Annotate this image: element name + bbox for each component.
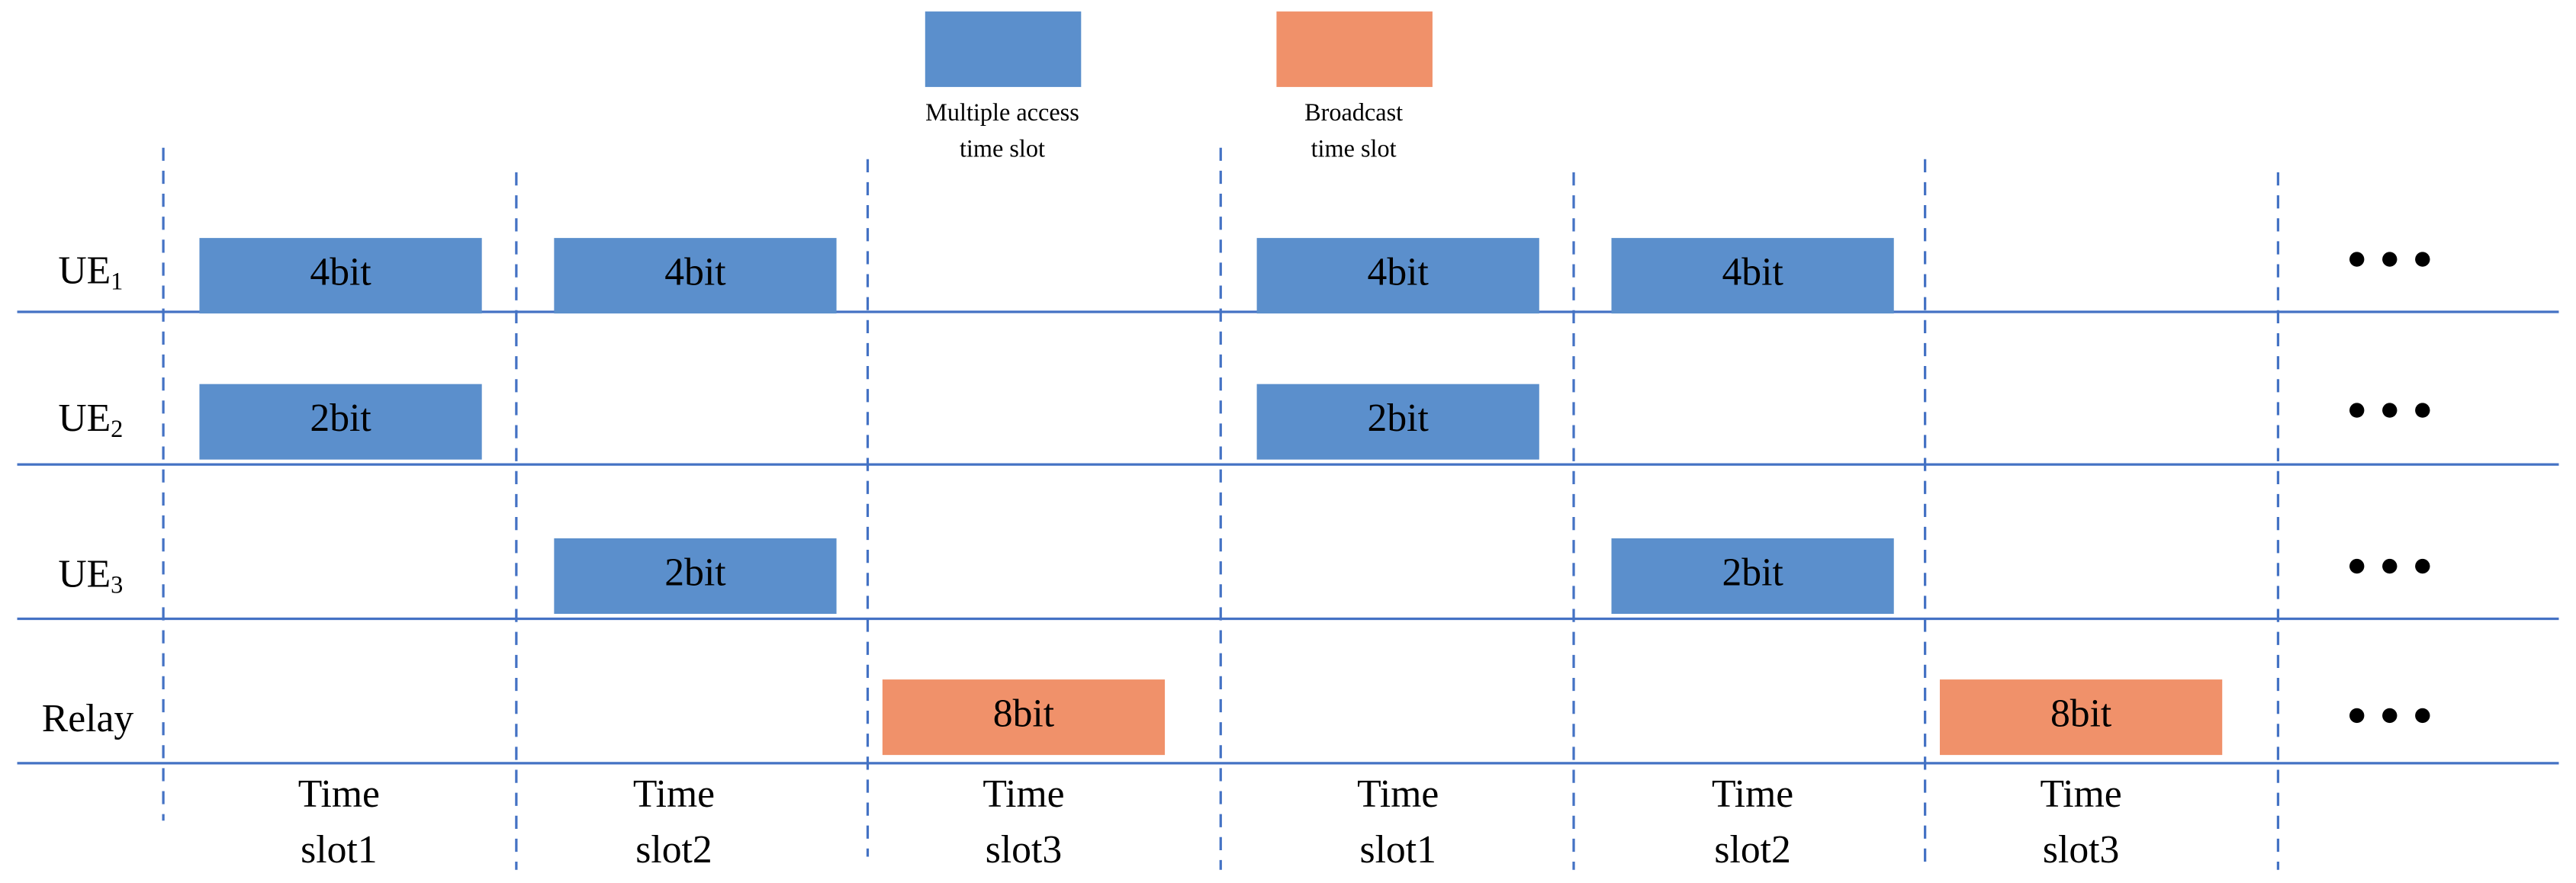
- row-label-main: Relay: [42, 697, 134, 740]
- slot-block: [199, 384, 482, 460]
- slot-block-label: 8bit: [2050, 692, 2112, 735]
- slot-block: [199, 238, 482, 314]
- time-slot-label: slot3: [986, 828, 1062, 872]
- time-slot-label: Time: [1712, 772, 1793, 816]
- legend-swatch: [925, 11, 1082, 88]
- ellipsis-dot: [2382, 708, 2398, 724]
- slot-block: [1256, 238, 1539, 314]
- ellipsis-dot: [2415, 252, 2430, 267]
- row-label: Relay: [42, 697, 134, 740]
- legend-label: Multiple access: [925, 98, 1079, 126]
- row-label-main: UE: [58, 553, 111, 596]
- slot-block: [882, 679, 1166, 756]
- row-label-sub: 1: [111, 268, 123, 295]
- time-slot-label: slot1: [301, 828, 377, 872]
- slot-block-label: 8bit: [993, 692, 1055, 735]
- slot-block-label: 2bit: [1368, 397, 1430, 440]
- slot-block: [1256, 384, 1539, 460]
- time-slot-label: Time: [2041, 772, 2122, 816]
- slot-block: [1611, 538, 1894, 615]
- ellipsis-dot: [2382, 558, 2398, 574]
- ellipsis-dot: [2415, 403, 2430, 418]
- slot-block: [1611, 238, 1894, 314]
- slot-block: [554, 538, 837, 615]
- ellipsis-dot: [2415, 708, 2430, 724]
- slot-block-label: 2bit: [1722, 551, 1783, 594]
- ellipsis-dot: [2349, 252, 2365, 267]
- slot-block-label: 4bit: [310, 250, 371, 294]
- ellipsis-dot: [2349, 708, 2365, 724]
- row-label: UE1: [58, 249, 123, 294]
- legend-swatch: [1276, 11, 1433, 88]
- ellipsis-dot: [2349, 558, 2365, 574]
- legend-label: time slot: [1311, 134, 1397, 162]
- slot-block: [554, 238, 837, 314]
- slot-dividers: [162, 147, 2280, 870]
- slot-block-label: 2bit: [664, 551, 726, 594]
- row-label-main: UE: [58, 249, 111, 292]
- time-slot-label: Time: [982, 772, 1064, 816]
- slot-block-label: 4bit: [664, 250, 726, 294]
- time-slot-label: Time: [1357, 772, 1439, 816]
- time-slot-label: slot1: [1359, 828, 1436, 872]
- ellipsis-dot: [2382, 252, 2398, 267]
- row-label-sub: 2: [111, 415, 123, 442]
- time-slot-label: slot3: [2043, 828, 2119, 872]
- ellipsis-dot: [2382, 403, 2398, 418]
- time-slot-label: slot2: [635, 828, 712, 872]
- time-slot-label: Time: [633, 772, 715, 816]
- legend-label: time slot: [960, 134, 1045, 162]
- row-label: UE2: [58, 397, 123, 442]
- slot-block-label: 2bit: [310, 397, 371, 440]
- row-label-main: UE: [58, 397, 111, 440]
- slot-block-label: 4bit: [1722, 250, 1783, 294]
- slot-block-label: 4bit: [1368, 250, 1430, 294]
- row-label: UE3: [58, 553, 123, 599]
- slot-block: [1940, 679, 2223, 756]
- ellipsis-dot: [2349, 403, 2365, 418]
- ellipsis-dot: [2415, 558, 2430, 574]
- time-slot-label: slot2: [1714, 828, 1790, 872]
- legend-label: Broadcast: [1304, 98, 1403, 126]
- row-label-sub: 3: [111, 571, 123, 599]
- time-slot-label: Time: [298, 772, 380, 816]
